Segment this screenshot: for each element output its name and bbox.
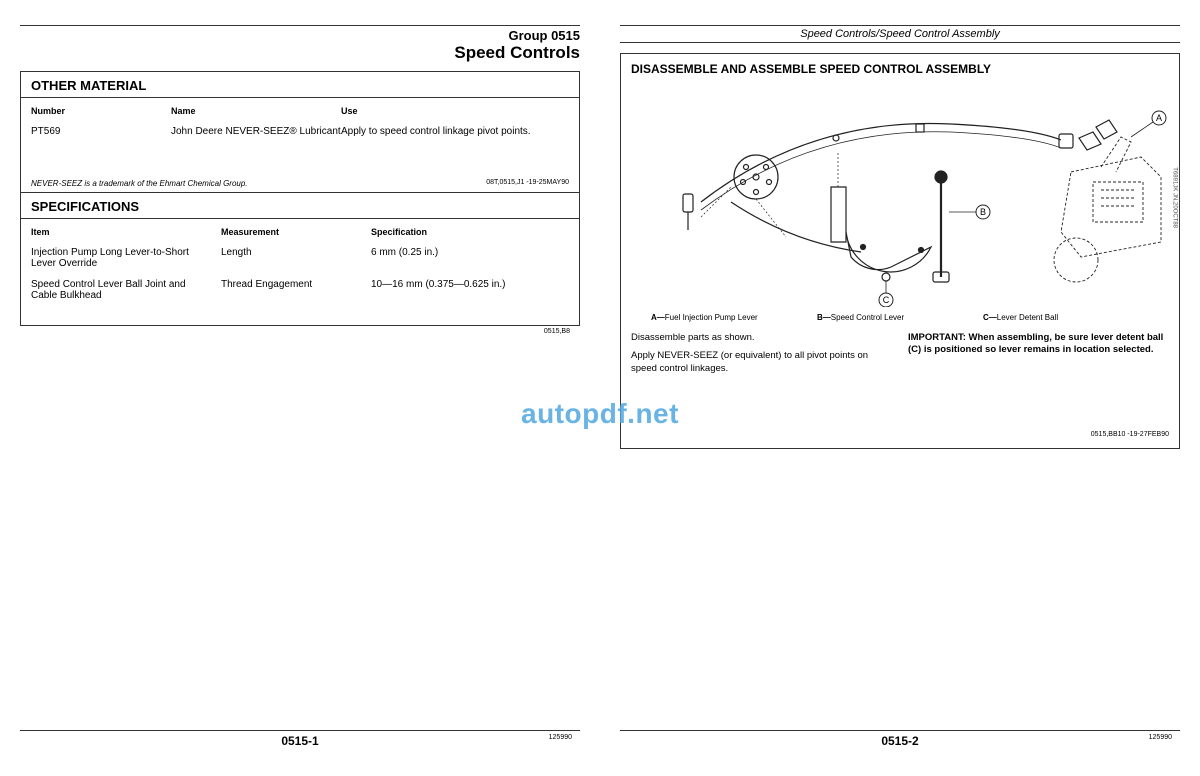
group-label: Group 0515 [20, 28, 580, 43]
legend-text: Fuel Injection Pump Lever [665, 313, 758, 322]
callout-c: C [883, 295, 890, 305]
instr-line1: Disassemble parts as shown. [631, 332, 892, 344]
table-row: PT569 John Deere NEVER-SEEZ® Lubricant A… [31, 126, 569, 137]
right-header: Speed Controls/Speed Control Assembly [620, 28, 1180, 43]
table-header-row: Number Name Use [31, 106, 569, 116]
legend-row: A—Fuel Injection Pump Lever B—Speed Cont… [631, 313, 1169, 322]
cell-spec: 10—16 mm (0.375—0.625 in.) [371, 279, 569, 301]
cell-item: Speed Control Lever Ball Joint and Cable… [31, 279, 221, 301]
material-footnote: NEVER-SEEZ is a trademark of the Ehmart … [21, 149, 579, 193]
instruction-columns: Disassemble parts as shown. Apply NEVER-… [631, 332, 1169, 381]
spec-ref: 0515,B8 [20, 326, 580, 337]
cell-measurement: Thread Engagement [221, 279, 371, 301]
diagram-svg: A B C [631, 82, 1171, 307]
legend-a: A—Fuel Injection Pump Lever [651, 313, 817, 322]
table-row: Injection Pump Long Lever-to-Short Lever… [31, 247, 569, 269]
spec-table: Item Measurement Specification Injection… [21, 219, 579, 325]
diagram-ref: T6891JK JN,20OCT88 [1172, 167, 1178, 228]
legend-c: C—Lever Detent Ball [983, 313, 1149, 322]
instr-line2: Apply NEVER-SEEZ (or equivalent) to all … [631, 350, 892, 375]
col-spec-header: Specification [371, 227, 569, 237]
left-page: Group 0515 Speed Controls OTHER MATERIAL… [0, 0, 600, 776]
page-number-text: 0515-1 [281, 734, 318, 748]
legend-text: Speed Control Lever [831, 313, 904, 322]
callout-b: B [980, 207, 986, 217]
assembly-box: DISASSEMBLE AND ASSEMBLE SPEED CONTROL A… [620, 53, 1180, 449]
page-number-text: 0515-2 [881, 734, 918, 748]
legend-key: A— [651, 313, 665, 322]
legend-text: Lever Detent Ball [997, 313, 1058, 322]
col-measurement-header: Measurement [221, 227, 371, 237]
table-header-row: Item Measurement Specification [31, 227, 569, 237]
page-sub: 125990 [549, 734, 572, 741]
cell-number: PT569 [31, 126, 171, 137]
header-rule [620, 25, 1180, 26]
table-row: Speed Control Lever Ball Joint and Cable… [31, 279, 569, 301]
cell-name: John Deere NEVER-SEEZ® Lubricant [171, 126, 341, 137]
group-header: Group 0515 Speed Controls [20, 28, 580, 63]
col-number-header: Number [31, 106, 171, 116]
col-use-header: Use [341, 106, 569, 116]
other-material-title: OTHER MATERIAL [21, 72, 579, 98]
footnote-ref: 08T,0515,J1 -19-25MAY90 [486, 179, 569, 188]
cell-item: Injection Pump Long Lever-to-Short Lever… [31, 247, 221, 269]
legend-b: B—Speed Control Lever [817, 313, 983, 322]
page-number: 0515-1 125990 [20, 730, 580, 748]
cell-spec: 6 mm (0.25 in.) [371, 247, 569, 269]
footnote-text: NEVER-SEEZ is a trademark of the Ehmart … [31, 179, 248, 188]
assembly-title: DISASSEMBLE AND ASSEMBLE SPEED CONTROL A… [631, 62, 1169, 76]
cell-use: Apply to speed control linkage pivot poi… [341, 126, 569, 137]
legend-key: B— [817, 313, 831, 322]
right-page: Speed Controls/Speed Control Assembly DI… [600, 0, 1200, 776]
col-name-header: Name [171, 106, 341, 116]
col-item-header: Item [31, 227, 221, 237]
other-material-box: OTHER MATERIAL Number Name Use PT569 Joh… [20, 71, 580, 326]
exploded-diagram: A B C T6891JK JN,20OCT88 [631, 82, 1169, 307]
cell-measurement: Length [221, 247, 371, 269]
specifications-title: SPECIFICATIONS [21, 193, 579, 219]
instructions-right: IMPORTANT: When assembling, be sure leve… [908, 332, 1169, 381]
header-rule [20, 25, 580, 26]
assembly-ref: 0515,BB10 -19-27FEB90 [631, 431, 1169, 438]
group-title: Speed Controls [20, 43, 580, 63]
important-label: IMPORTANT: [908, 332, 966, 343]
legend-key: C— [983, 313, 997, 322]
instructions-left: Disassemble parts as shown. Apply NEVER-… [631, 332, 892, 381]
material-table: Number Name Use PT569 John Deere NEVER-S… [21, 98, 579, 149]
page-sub: 125990 [1149, 734, 1172, 741]
page-number: 0515-2 125990 [620, 730, 1180, 748]
important-note: IMPORTANT: When assembling, be sure leve… [908, 332, 1169, 357]
callout-a: A [1156, 113, 1162, 123]
